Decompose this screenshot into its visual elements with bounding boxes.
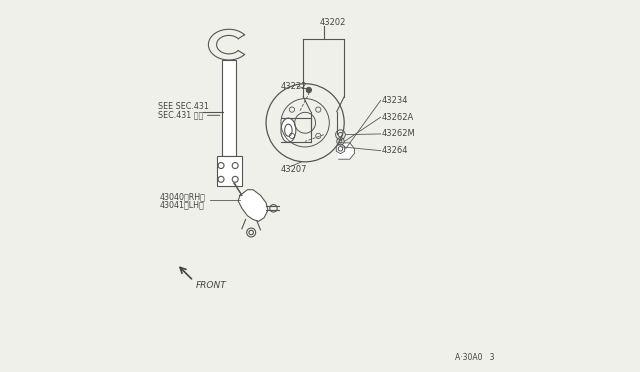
Text: 43262A: 43262A	[381, 113, 413, 122]
Text: A·30A0   3: A·30A0 3	[455, 353, 495, 362]
Text: SEC.431 参照: SEC.431 参照	[158, 111, 204, 120]
Text: 43264: 43264	[381, 146, 408, 155]
Text: SEE SEC.431: SEE SEC.431	[158, 102, 209, 110]
Polygon shape	[339, 143, 355, 159]
Text: FRONT: FRONT	[195, 281, 226, 290]
Text: 43222: 43222	[281, 82, 307, 91]
Circle shape	[306, 87, 312, 93]
Text: 43202: 43202	[320, 18, 346, 27]
Ellipse shape	[285, 124, 292, 136]
Polygon shape	[336, 144, 345, 154]
Text: 43040〈RH〉: 43040〈RH〉	[159, 193, 205, 202]
Text: 43262M: 43262M	[381, 129, 415, 138]
Bar	[222, 60, 236, 156]
Bar	[216, 156, 242, 186]
Text: 43234: 43234	[381, 96, 408, 105]
Text: 43207: 43207	[281, 165, 307, 174]
Text: 43041〈LH〉: 43041〈LH〉	[159, 200, 204, 209]
Ellipse shape	[281, 118, 296, 142]
Polygon shape	[238, 190, 268, 221]
